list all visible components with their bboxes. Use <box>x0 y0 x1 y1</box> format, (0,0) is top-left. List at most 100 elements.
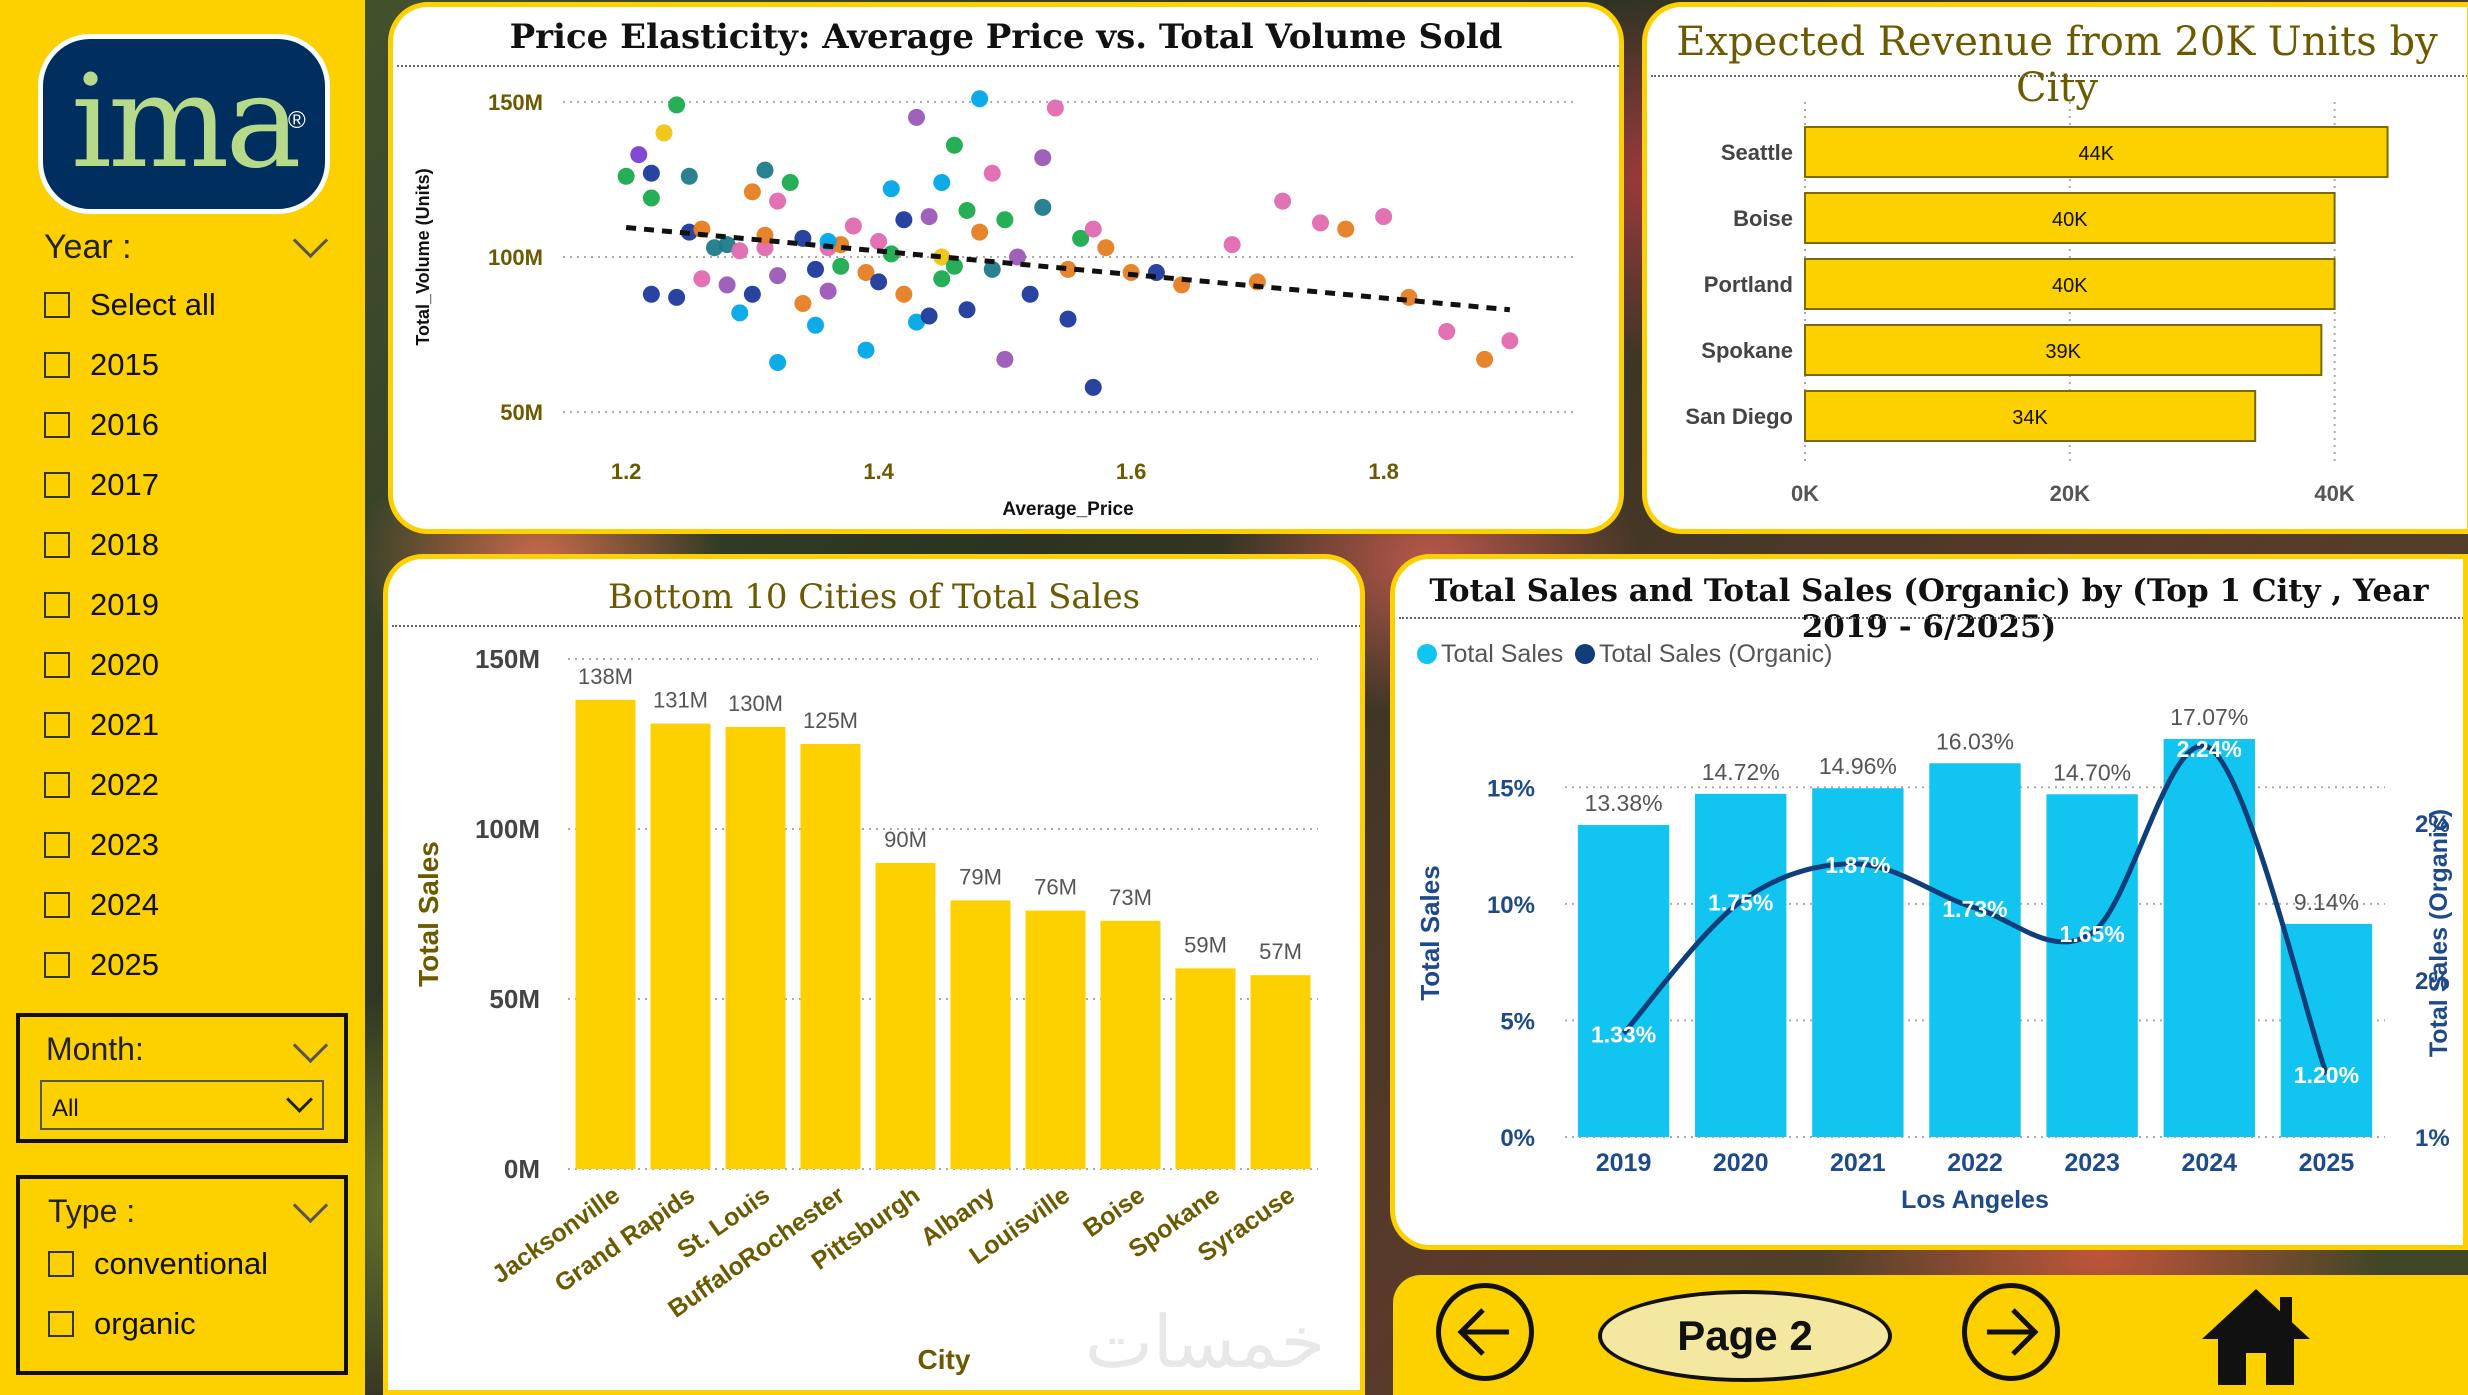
scatter-point <box>958 201 976 219</box>
watermark: خمسات <box>1085 1303 1326 1383</box>
x-tick-label: 0K <box>1791 481 1819 506</box>
city-sales-bar <box>1175 968 1236 1169</box>
x-axis-label: City <box>918 1344 971 1375</box>
checkbox[interactable] <box>48 1251 74 1277</box>
type-option[interactable]: conventional <box>48 1244 268 1284</box>
year-option-label: 2021 <box>90 707 159 742</box>
year-option[interactable]: 2021 <box>44 705 159 745</box>
bar-value-label: 40K <box>2052 209 2088 231</box>
scatter-point <box>743 183 761 201</box>
year-option-label: 2019 <box>90 587 159 622</box>
month-dropdown[interactable]: All <box>40 1080 324 1130</box>
checkbox[interactable] <box>44 712 70 738</box>
checkbox[interactable] <box>44 892 70 918</box>
total-sales-bar <box>2046 794 2138 1137</box>
x-tick-label: 40K <box>2314 481 2354 506</box>
forward-arrow-button[interactable] <box>1962 1283 2060 1381</box>
expected-revenue-panel: Expected Revenue from 20K Units by City … <box>1642 2 2468 534</box>
month-slicer-title: Month: <box>46 1031 144 1067</box>
checkbox[interactable] <box>44 532 70 558</box>
checkbox[interactable] <box>44 472 70 498</box>
year-option[interactable]: 2022 <box>44 765 159 805</box>
year-tick-label: 2020 <box>1713 1149 1769 1177</box>
year-tick-label: 2023 <box>2064 1149 2120 1177</box>
scatter-point <box>1034 198 1052 216</box>
total-sales-bar <box>2163 739 2255 1137</box>
year-option[interactable]: 2017 <box>44 465 159 505</box>
year-option-label: 2015 <box>90 347 159 382</box>
back-arrow-button[interactable] <box>1436 1283 1534 1381</box>
checkbox[interactable] <box>44 832 70 858</box>
revenue-bar <box>1804 324 2323 376</box>
type-option[interactable]: organic <box>48 1304 196 1344</box>
city-sales-bar <box>725 727 786 1169</box>
home-button[interactable] <box>2196 1283 2316 1389</box>
bar-value-label: 14.72% <box>1702 759 1780 785</box>
year-option[interactable]: 2025 <box>44 945 159 985</box>
year-collapse-chevron-icon[interactable] <box>292 222 329 259</box>
scatter-point <box>971 223 989 241</box>
home-chimney <box>2280 1297 2292 1325</box>
scatter-point <box>1084 378 1102 396</box>
scatter-point <box>718 276 736 294</box>
checkbox[interactable] <box>44 412 70 438</box>
city-sales-bar <box>1100 920 1161 1169</box>
year-option-label: 2016 <box>90 407 159 442</box>
scatter-point <box>1312 214 1329 232</box>
scatter-point <box>668 96 686 114</box>
page-2-button[interactable]: Page 2 <box>1598 1290 1892 1382</box>
x-tick-label: 1.2 <box>611 459 642 484</box>
scatter-point <box>668 288 686 306</box>
year-option[interactable]: 2016 <box>44 405 159 445</box>
year-option[interactable]: 2019 <box>44 585 159 625</box>
y-tick-label: 15% <box>1487 775 1535 802</box>
type-collapse-chevron-icon[interactable] <box>292 1187 329 1224</box>
y-tick-label: 100M <box>488 245 543 270</box>
year-option-label: 2022 <box>90 767 159 802</box>
checkbox[interactable] <box>44 772 70 798</box>
total-sales-bar <box>2280 923 2373 1137</box>
x-tick-label: 1.8 <box>1368 459 1399 484</box>
y2-axis-label: Total Sales (Organic) <box>2425 809 2453 1057</box>
scatter-point <box>1034 149 1052 167</box>
bar-value-label: 125M <box>803 708 858 733</box>
scatter-point <box>819 282 837 300</box>
scatter-point <box>870 273 888 291</box>
year-tick-label: 2025 <box>2299 1149 2355 1177</box>
combo-title: Total Sales and Total Sales (Organic) by… <box>1429 573 2429 645</box>
scatter-point <box>920 307 938 325</box>
scatter-point <box>756 161 774 179</box>
scatter-point <box>693 270 711 288</box>
checkbox[interactable] <box>44 352 70 378</box>
revenue-bar <box>1804 390 2257 442</box>
category-label: Spokane <box>1701 338 1793 363</box>
checkbox[interactable] <box>44 952 70 978</box>
scatter-point <box>807 260 824 278</box>
dropdown-chevron-icon <box>286 1086 313 1113</box>
checkbox[interactable] <box>48 1311 74 1337</box>
year-option[interactable]: 2020 <box>44 645 159 685</box>
scatter-point <box>680 167 698 185</box>
year-option[interactable]: 2015 <box>44 345 159 385</box>
scatter-point <box>857 264 875 282</box>
scatter-point <box>1438 322 1456 340</box>
year-option[interactable]: 2023 <box>44 825 159 865</box>
total-sales-combo-panel: Total Sales and Total Sales (Organic) by… <box>1390 554 2468 1250</box>
year-option-label: 2020 <box>90 647 159 682</box>
month-collapse-chevron-icon[interactable] <box>292 1027 329 1064</box>
scatter-point <box>920 208 938 226</box>
checkbox[interactable] <box>44 652 70 678</box>
scatter-point <box>996 211 1014 229</box>
year-option[interactable]: 2024 <box>44 885 159 925</box>
year-option[interactable]: Select all <box>44 285 216 325</box>
scatter-point <box>895 285 913 303</box>
checkbox[interactable] <box>44 292 70 318</box>
bar-value-label: 138M <box>578 664 633 689</box>
year-tick-label: 2022 <box>1947 1149 2003 1177</box>
year-option[interactable]: 2018 <box>44 525 159 565</box>
scatter-point <box>895 211 913 229</box>
title-divider <box>1651 75 2467 77</box>
home-icon <box>2202 1289 2310 1385</box>
checkbox[interactable] <box>44 592 70 618</box>
